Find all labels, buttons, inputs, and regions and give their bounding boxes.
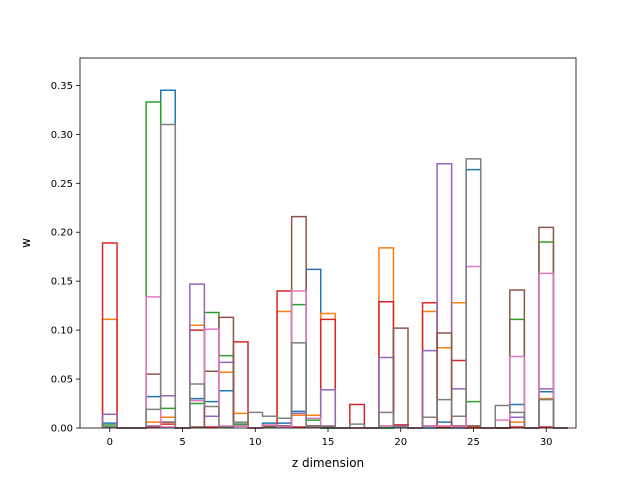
y-tick-label: 0.30 xyxy=(51,130,73,141)
x-tick-label: 0 xyxy=(107,437,113,448)
x-tick-label: 20 xyxy=(394,437,407,448)
y-tick-label: 0.05 xyxy=(51,375,73,386)
y-tick-label: 0.25 xyxy=(51,179,73,190)
x-tick-label: 10 xyxy=(249,437,262,448)
y-tick-label: 0.20 xyxy=(51,228,73,239)
y-axis-ticks: 0.00 0.05 0.10 0.15 0.20 0.25 0.30 0.35 xyxy=(51,81,80,435)
y-tick-label: 0.00 xyxy=(51,424,73,435)
x-axis-ticks: 0 5 10 15 20 25 30 xyxy=(107,428,553,448)
x-tick-label: 25 xyxy=(467,437,480,448)
x-tick-label: 5 xyxy=(179,437,185,448)
x-tick-label: 15 xyxy=(322,437,335,448)
y-tick-label: 0.15 xyxy=(51,277,73,288)
y-axis-label: w xyxy=(19,238,33,248)
y-tick-label: 0.35 xyxy=(51,81,73,92)
x-axis-label: z dimension xyxy=(292,456,364,470)
y-tick-label: 0.10 xyxy=(51,326,73,337)
x-tick-label: 30 xyxy=(540,437,553,448)
